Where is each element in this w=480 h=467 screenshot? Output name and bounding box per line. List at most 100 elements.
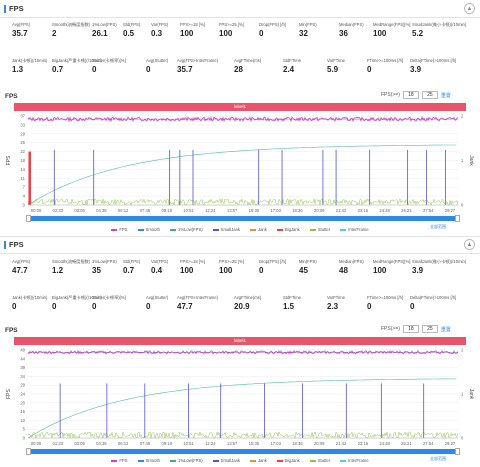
- metric-label: FPS>=18 [%]: [180, 22, 205, 27]
- y-tick-label: 5: [23, 427, 26, 432]
- metric-cell: Min(FPS) 45: [299, 259, 355, 275]
- legend-item[interactable]: 1%Low(FPS): [170, 458, 203, 463]
- series-interframe: [27, 144, 456, 206]
- legend-item[interactable]: BigJank: [276, 458, 300, 463]
- metric-value: 1.2: [52, 266, 64, 275]
- metric-value: 0: [259, 29, 264, 38]
- time-range-scrollbar[interactable]: [26, 215, 460, 222]
- y-tick-label: 7: [23, 185, 26, 190]
- metric-cell: FPS>=18 [%] 100: [180, 259, 236, 275]
- metric-label: Avg(Stutter): [146, 58, 169, 63]
- x-tick-label: 23:15: [358, 208, 369, 213]
- x-tick-label: 06:12: [118, 441, 129, 446]
- metric-value: 0: [52, 302, 57, 311]
- legend-item[interactable]: BigJank: [276, 227, 300, 232]
- x-tick-label: 09:18: [161, 441, 172, 446]
- metric-value: 0: [146, 65, 151, 74]
- metric-cell: Delta(FTime)>100ms [/h] 3.9: [410, 58, 466, 74]
- legend-swatch: [137, 459, 144, 462]
- series-fps: [27, 349, 459, 355]
- metric-cell: Avg(Stutter) 0: [146, 295, 202, 311]
- metric-cell: Std(FPS) 0.7: [123, 259, 179, 275]
- legend-item[interactable]: FPS: [111, 458, 128, 463]
- full-range-label[interactable]: 全部范围: [430, 456, 446, 461]
- fps-threshold-control: FPS(>=) 18 25 重置: [381, 91, 451, 99]
- legend-swatch: [250, 459, 256, 462]
- fps-threshold-input-2[interactable]: 25: [421, 325, 438, 333]
- x-tick-label: 26:21: [401, 208, 412, 213]
- fps-threshold-control: FPS(>=) 18 25 重置: [381, 325, 451, 333]
- metric-label: Jank(卡顿)(/10min): [12, 295, 48, 300]
- metric-label: FPS>=25 [%]: [219, 22, 244, 27]
- y-axis-label: FPS: [6, 388, 12, 398]
- legend-item[interactable]: SmallJank: [212, 227, 240, 232]
- metric-label: MedRange(FPS)[%]: [373, 22, 411, 27]
- fps-threshold-input-1[interactable]: 18: [402, 325, 419, 333]
- legend-item[interactable]: SmallJank: [212, 458, 240, 463]
- metric-label: VarFTime: [327, 58, 345, 63]
- legend-item[interactable]: Smooth: [137, 227, 160, 232]
- chevron-up-icon[interactable]: ▲: [464, 239, 475, 250]
- metrics-grid: Avg(FPS) 47.7 Smooth(流畅度指数) 1.2 1%Low(FPS) 35…: [0, 259, 480, 329]
- metric-value: 0.7: [52, 65, 64, 74]
- metric-cell: Avg(FPS+InterFrame) 47.7: [177, 295, 233, 311]
- y-tick-label: 22: [20, 149, 25, 154]
- scroll-handle-left[interactable]: [26, 215, 31, 222]
- legend-item[interactable]: Smooth: [137, 458, 160, 463]
- section-title: FPS: [5, 327, 18, 334]
- legend-item[interactable]: 1%Low(FPS): [170, 227, 203, 232]
- metric-cell: Median(FPS) 48: [339, 259, 395, 275]
- x-tick-label: 15:30: [249, 441, 260, 446]
- x-tick-label: 29:27: [445, 208, 456, 213]
- series-stutter: [27, 430, 459, 439]
- metric-label: Stutter(卡顿率)[%]: [92, 295, 126, 300]
- legend-item[interactable]: Stutter: [309, 227, 330, 232]
- reset-button[interactable]: 重置: [440, 92, 451, 99]
- reset-button[interactable]: 重置: [440, 326, 451, 333]
- legend-label: Smooth: [145, 458, 160, 463]
- time-range-scrollbar[interactable]: [26, 448, 460, 455]
- section-title: FPS: [5, 93, 18, 100]
- legend-swatch: [340, 228, 347, 231]
- metric-cell: BigJank(严重卡顿)(/10min) 0: [52, 295, 108, 311]
- metric-label: AvgFTime(ms): [234, 295, 262, 300]
- scroll-handle-right[interactable]: [455, 215, 460, 222]
- metric-value: 100: [180, 266, 194, 275]
- x-tick-label: 03:06: [74, 208, 85, 213]
- metric-label: BigJank(严重卡顿)(/10min): [52, 295, 102, 300]
- legend-swatch: [340, 459, 347, 462]
- fps-threshold-input-1[interactable]: 18: [402, 91, 419, 99]
- legend-swatch: [276, 459, 283, 462]
- legend-item[interactable]: Stutter: [309, 458, 330, 463]
- metric-value: 0: [92, 302, 97, 311]
- x-tick-label: 18:36: [292, 441, 303, 446]
- metric-value: 100: [219, 266, 233, 275]
- legend-swatch: [137, 228, 144, 231]
- legend-item[interactable]: Jank: [250, 227, 267, 232]
- scroll-handle-right[interactable]: [455, 448, 460, 455]
- metric-value: 5.9: [327, 65, 339, 74]
- legend-item[interactable]: Jank: [250, 458, 267, 463]
- legend-label: 1%Low(FPS): [178, 458, 203, 463]
- x-tick-label: 04:39: [96, 208, 107, 213]
- full-range-label[interactable]: 全部范围: [430, 224, 446, 229]
- x-tick-label: 09:18: [161, 208, 172, 213]
- x-tick-label: 27:54: [423, 208, 434, 213]
- legend-swatch: [309, 459, 316, 462]
- chevron-up-icon[interactable]: ▲: [464, 3, 475, 14]
- metric-cell: FPS>=18 [%] 100: [180, 22, 236, 38]
- legend-item[interactable]: FPS: [111, 227, 128, 232]
- metric-label: Median(FPS): [339, 22, 364, 27]
- metric-value: 100: [373, 29, 387, 38]
- metric-cell: Avg(Stutter) 0: [146, 58, 202, 74]
- metric-cell: Var(FPS) 0.3: [151, 22, 207, 38]
- fps-threshold-label: FPS(>=): [381, 326, 400, 332]
- metric-value: 20.9: [234, 302, 250, 311]
- scroll-handle-left[interactable]: [26, 448, 31, 455]
- legend-item[interactable]: InterFrame: [340, 227, 369, 232]
- x-tick-label: 17:03: [270, 208, 281, 213]
- legend-item[interactable]: InterFrame: [340, 458, 369, 463]
- metric-label: Stutter(卡顿率)[%]: [92, 58, 126, 63]
- fps-threshold-input-2[interactable]: 25: [421, 91, 438, 99]
- metric-cell: BigJank(严重卡顿)(/10min) 0.7: [52, 58, 108, 74]
